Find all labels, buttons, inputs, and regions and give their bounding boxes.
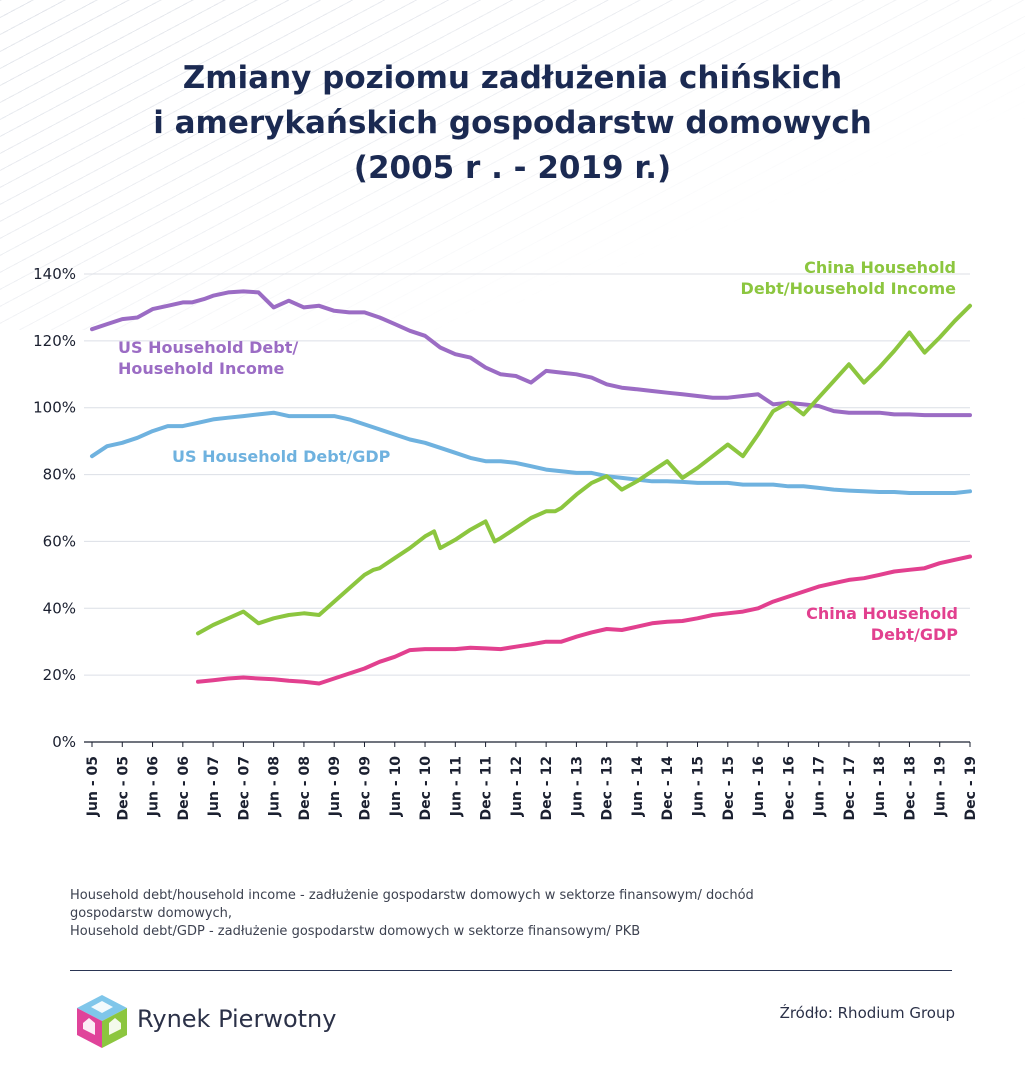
y-axis-ticks: 0% 20% 40% 60% 80% 100% 120% 140% — [33, 265, 76, 751]
x-tick-label: Jun - 07 — [206, 756, 222, 817]
x-tick-label: Dec - 14 — [660, 756, 676, 821]
x-axis-ticks: Jun - 05 Dec - 05 Jun - 06 Dec - 06 Jun - 07… — [85, 742, 979, 820]
series-label: China Household — [804, 258, 956, 277]
footer-divider — [70, 970, 952, 971]
series-line-2 — [90, 410, 972, 495]
note-line-2: gospodarstw domowych, — [70, 906, 233, 921]
line-chart: 0% 20% 40% 60% 80% 100% 120% 140% Jun - 05 Dec -… — [33, 258, 979, 820]
page-title: Zmiany poziomu zadłużenia chińskich i am… — [0, 56, 1025, 191]
series-label: China Household — [806, 604, 958, 623]
title-line-3: (2005 r . - 2019 r.) — [353, 150, 672, 186]
series-label: Debt/GDP — [871, 625, 958, 644]
x-tick-label: Dec - 19 — [963, 756, 979, 820]
house-cube-logo-icon — [77, 995, 127, 1048]
x-tick-label: Jun - 17 — [812, 756, 828, 817]
x-tick-label: Dec - 08 — [297, 756, 313, 820]
x-tick-label: Jun - 10 — [388, 756, 404, 817]
x-tick-label: Jun - 09 — [327, 756, 343, 817]
x-tick-label: Dec - 15 — [721, 756, 737, 820]
series-labels: US Household Debt/Household Income US Hou… — [118, 258, 958, 644]
x-tick-label: Jun - 05 — [85, 756, 101, 817]
y-tick-label: 100% — [33, 399, 76, 417]
y-tick-label: 120% — [33, 332, 76, 350]
y-tick-label: 80% — [43, 466, 76, 484]
x-tick-label: Jun - 11 — [448, 756, 464, 817]
series-line-4 — [196, 554, 972, 686]
x-tick-label: Dec - 07 — [236, 756, 252, 820]
x-tick-label: Jun - 12 — [509, 756, 525, 817]
x-tick-label: Dec - 13 — [600, 756, 616, 820]
x-tick-label: Dec - 10 — [418, 756, 434, 821]
x-tick-label: Dec - 06 — [176, 756, 192, 820]
x-tick-label: Dec - 05 — [115, 756, 131, 820]
x-tick-label: Jun - 14 — [630, 756, 646, 817]
series-lines — [90, 289, 972, 686]
x-tick-label: Dec - 09 — [357, 756, 373, 820]
series-label: US Household Debt/GDP — [172, 447, 391, 466]
y-tick-label: 140% — [33, 265, 76, 283]
x-tick-label: Jun - 19 — [933, 756, 949, 817]
x-tick-label: Jun - 15 — [691, 756, 707, 817]
y-tick-label: 0% — [52, 733, 76, 751]
series-label: Debt/Household Income — [741, 279, 957, 298]
x-tick-label: Jun - 08 — [267, 756, 283, 817]
grid-lines — [84, 273, 970, 743]
x-tick-label: Dec - 12 — [539, 756, 555, 820]
x-tick-label: Dec - 16 — [781, 756, 797, 820]
series-label: Household Income — [118, 359, 285, 378]
title-line-2: i amerykańskich gospodarstw domowych — [153, 105, 872, 141]
series-line-1 — [90, 289, 972, 418]
title-line-1: Zmiany poziomu zadłużenia chińskich — [182, 60, 843, 96]
x-tick-label: Jun - 18 — [872, 756, 888, 817]
note-line-1: Household debt/household income - zadłuż… — [70, 888, 754, 903]
notes: Household debt/household income - zadłuż… — [70, 887, 950, 941]
y-tick-label: 20% — [43, 666, 76, 684]
series-label: US Household Debt/ — [118, 338, 298, 357]
x-tick-label: Jun - 06 — [146, 756, 162, 817]
brand-name: Rynek Pierwotny — [137, 1005, 337, 1033]
y-tick-label: 40% — [43, 599, 76, 617]
x-tick-label: Dec - 18 — [902, 756, 918, 820]
source-note: Źródło: Rhodium Group — [779, 1004, 955, 1022]
series-line-3 — [196, 303, 972, 636]
note-line-3: Household debt/GDP - zadłużenie gospodar… — [70, 924, 641, 939]
x-tick-label: Dec - 17 — [842, 756, 858, 820]
x-tick-label: Jun - 13 — [569, 756, 585, 817]
x-tick-label: Jun - 16 — [751, 756, 767, 817]
x-tick-label: Dec - 11 — [479, 756, 495, 820]
background-stripes — [0, 0, 1025, 330]
y-tick-label: 60% — [43, 532, 76, 550]
